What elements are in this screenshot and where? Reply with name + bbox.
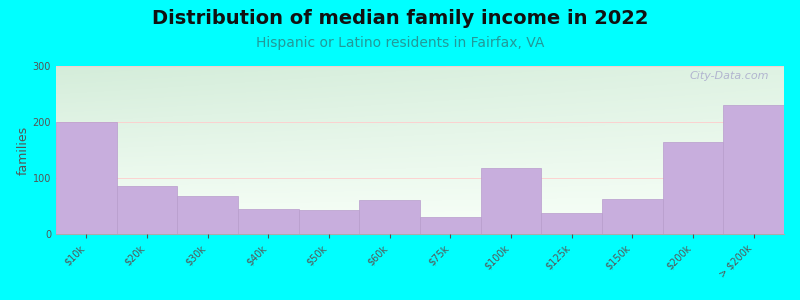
Text: Distribution of median family income in 2022: Distribution of median family income in … — [152, 9, 648, 28]
Bar — [238, 209, 298, 234]
Bar — [420, 217, 481, 234]
Bar — [723, 105, 784, 234]
Bar — [542, 213, 602, 234]
Text: City-Data.com: City-Data.com — [690, 71, 770, 81]
Text: Hispanic or Latino residents in Fairfax, VA: Hispanic or Latino residents in Fairfax,… — [256, 36, 544, 50]
Y-axis label: families: families — [17, 125, 30, 175]
Bar — [359, 200, 420, 234]
Bar — [298, 211, 359, 234]
Bar — [602, 199, 662, 234]
Bar — [178, 196, 238, 234]
Bar — [662, 142, 723, 234]
Bar — [481, 168, 542, 234]
Bar — [56, 122, 117, 234]
Bar — [117, 186, 178, 234]
